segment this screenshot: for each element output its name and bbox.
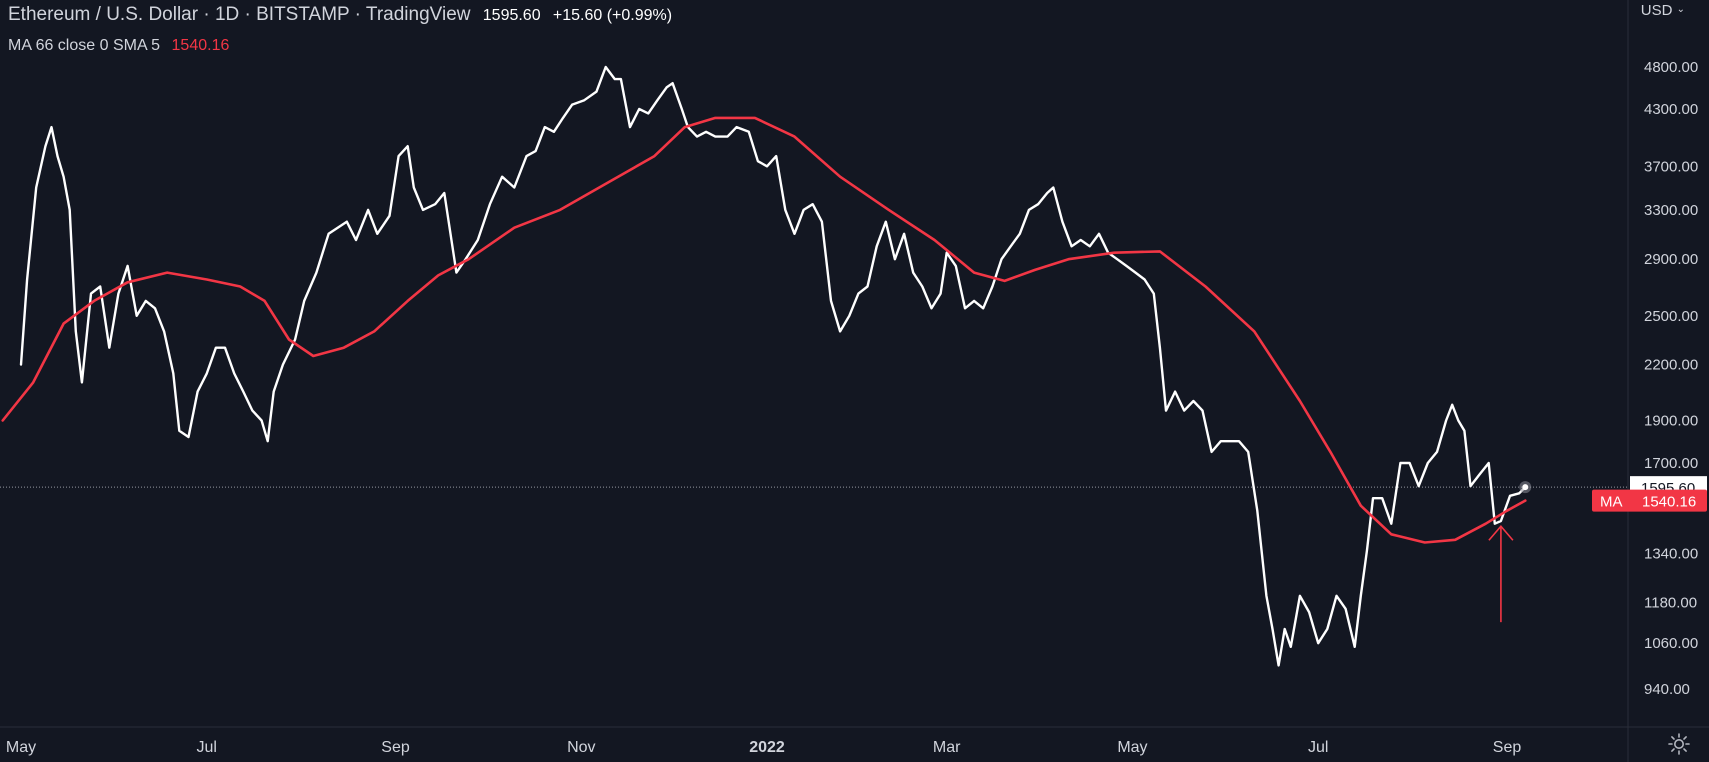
chevron-down-icon: ⌄: [1676, 4, 1685, 15]
y-tick-label: 940.00: [1644, 681, 1690, 698]
x-tick-label: 2022: [749, 739, 785, 756]
x-tick-label: Sep: [1493, 739, 1522, 756]
ma-line[interactable]: [1, 116, 1527, 544]
price-axis[interactable]: 940.00 1060.00 1180.00 1340.00 1700.00 1900.0…: [1592, 59, 1707, 698]
ma-label-box: [1592, 489, 1707, 512]
currency-label: USD: [1640, 2, 1673, 19]
ma-legend-label[interactable]: MA 66 close 0 SMA 5: [8, 37, 161, 54]
y-tick-label: 1700.00: [1644, 455, 1698, 472]
symbol-title[interactable]: Ethereum / U.S. Dollar · 1D · BITSTAMP ·…: [8, 4, 471, 25]
y-tick-label: 1060.00: [1644, 635, 1698, 652]
ma-label-value: 1540.16: [1642, 494, 1696, 511]
y-tick-label: 3300.00: [1644, 202, 1698, 219]
x-tick-label: May: [1117, 739, 1147, 756]
symbol-header: Ethereum / U.S. Dollar · 1D · BITSTAMP ·…: [8, 4, 679, 26]
annotation-arrow-head[interactable]: [1488, 525, 1514, 541]
y-tick-label: 2200.00: [1644, 357, 1698, 374]
ma-label-tag: MA: [1600, 494, 1623, 511]
x-tick-label: Nov: [567, 739, 595, 756]
y-tick-label: 4800.00: [1644, 59, 1698, 76]
price-change: +15.60 (+0.99%): [552, 7, 673, 24]
y-tick-label: 3700.00: [1644, 158, 1698, 175]
last-point-marker[interactable]: [1522, 484, 1529, 491]
x-tick-label: May: [6, 739, 36, 756]
y-tick-label: 1900.00: [1644, 413, 1698, 430]
x-tick-label: Jul: [1308, 739, 1328, 756]
price-line[interactable]: [19, 65, 1527, 667]
indicator-legend: MA 66 close 0 SMA 5 1540.16: [8, 37, 236, 55]
time-axis[interactable]: May Jul Sep Nov 2022 Mar May Jul Sep: [6, 739, 1521, 756]
y-tick-label: 2500.00: [1644, 308, 1698, 325]
y-tick-label: 1180.00: [1644, 594, 1697, 611]
x-tick-label: Mar: [933, 739, 961, 756]
gear-icon[interactable]: [1667, 732, 1691, 756]
plot-area[interactable]: [0, 65, 1628, 667]
y-tick-label: 4300.00: [1644, 101, 1698, 118]
currency-selector[interactable]: USD ⌄: [1641, 2, 1685, 19]
x-tick-label: Sep: [381, 739, 410, 756]
y-tick-label: 1340.00: [1644, 546, 1698, 563]
y-tick-label: 2900.00: [1644, 251, 1698, 268]
ma-legend-value: 1540.16: [171, 37, 230, 54]
x-tick-label: Jul: [197, 739, 217, 756]
last-price-header: 1595.60: [482, 7, 541, 24]
